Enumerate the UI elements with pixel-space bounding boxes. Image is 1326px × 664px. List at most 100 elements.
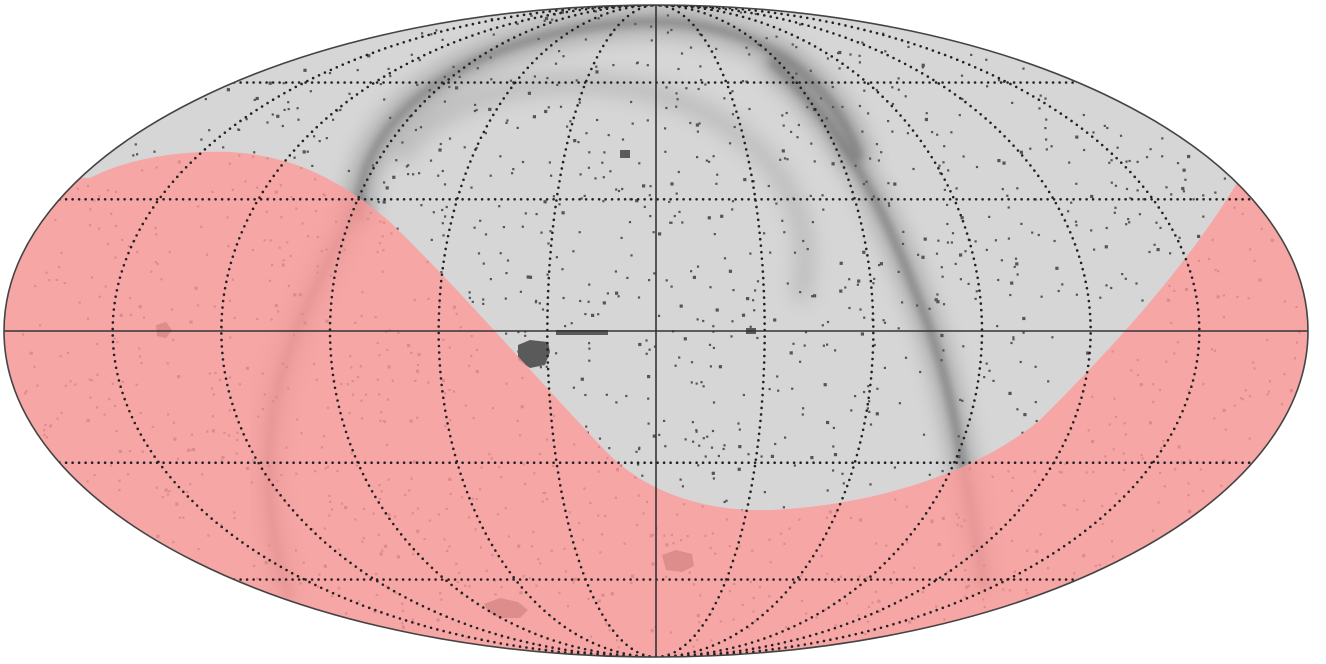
point-source [1002, 161, 1006, 165]
point-source [530, 14, 533, 17]
point-source [1125, 187, 1129, 191]
point-source [796, 136, 799, 139]
point-source [781, 114, 784, 117]
point-source [566, 125, 569, 128]
point-source [770, 454, 774, 458]
point-source [974, 297, 977, 300]
point-source [1108, 161, 1111, 164]
point-source [839, 261, 843, 265]
point-source [418, 59, 421, 62]
point-source [763, 232, 766, 235]
point-source [442, 234, 445, 237]
point-source [1178, 236, 1181, 239]
point-source [588, 151, 591, 154]
point-source [825, 117, 828, 120]
point-source [638, 162, 641, 165]
point-source [405, 165, 408, 168]
point-source [408, 115, 411, 118]
point-source [680, 52, 684, 55]
source-upper-center [620, 150, 630, 158]
point-source [695, 382, 698, 385]
point-source [628, 221, 632, 224]
point-source [891, 102, 895, 106]
point-source [960, 74, 964, 77]
point-source [670, 182, 674, 186]
point-source [555, 352, 558, 355]
point-source [1121, 273, 1124, 276]
point-source [601, 161, 604, 164]
point-source [448, 137, 452, 140]
point-source [430, 33, 433, 36]
point-source [463, 146, 466, 149]
point-source [1055, 266, 1059, 270]
point-source [720, 214, 724, 218]
point-source [809, 69, 812, 72]
point-source [458, 75, 461, 78]
point-source [1161, 155, 1164, 158]
point-source [708, 343, 712, 346]
point-source [768, 388, 771, 391]
point-source [455, 86, 459, 90]
point-source [747, 453, 750, 456]
point-source [1156, 248, 1160, 252]
point-source [448, 85, 451, 89]
point-source [595, 65, 598, 68]
point-source [648, 194, 651, 197]
point-source [1082, 113, 1085, 117]
point-source [420, 204, 423, 207]
point-source [760, 455, 763, 458]
point-source [679, 304, 683, 308]
point-source [904, 356, 908, 359]
point-source [1138, 213, 1141, 216]
point-source [498, 205, 501, 208]
point-source [620, 236, 623, 239]
point-source [773, 318, 777, 322]
point-source [675, 105, 678, 108]
point-source [782, 124, 785, 127]
point-source [588, 342, 591, 345]
point-source [1044, 97, 1047, 100]
point-source [489, 56, 492, 59]
point-source [710, 446, 714, 449]
point-source [756, 280, 760, 283]
point-source [516, 126, 519, 129]
point-source [663, 419, 666, 422]
point-source [505, 121, 508, 124]
point-source [1039, 94, 1042, 97]
point-source [546, 273, 549, 276]
point-source [578, 231, 581, 234]
point-source [676, 98, 679, 101]
point-source [652, 434, 656, 438]
point-source [647, 375, 651, 379]
point-source [935, 252, 939, 255]
point-source [468, 296, 471, 299]
point-source [617, 189, 621, 193]
point-source [665, 86, 668, 89]
point-source [435, 29, 438, 32]
point-source [916, 304, 919, 307]
point-source [941, 275, 944, 278]
point-source [645, 352, 648, 355]
point-source [575, 79, 578, 82]
point-source [947, 169, 950, 172]
point-source [996, 325, 999, 328]
point-source [664, 445, 667, 448]
point-source [1129, 197, 1132, 200]
point-source [281, 124, 284, 128]
point-source [579, 299, 582, 303]
point-source [136, 153, 139, 156]
point-source [769, 251, 772, 254]
point-source [499, 155, 502, 158]
dust-bubble-inner [391, 72, 816, 303]
point-source [958, 114, 961, 117]
point-source [1034, 365, 1037, 368]
point-source [556, 83, 559, 86]
point-source [1007, 237, 1010, 240]
point-source [543, 200, 547, 204]
point-source [595, 70, 599, 74]
point-source [577, 141, 580, 144]
point-source [943, 188, 946, 191]
point-source [711, 471, 715, 475]
point-source [505, 332, 508, 335]
point-source [584, 313, 587, 316]
